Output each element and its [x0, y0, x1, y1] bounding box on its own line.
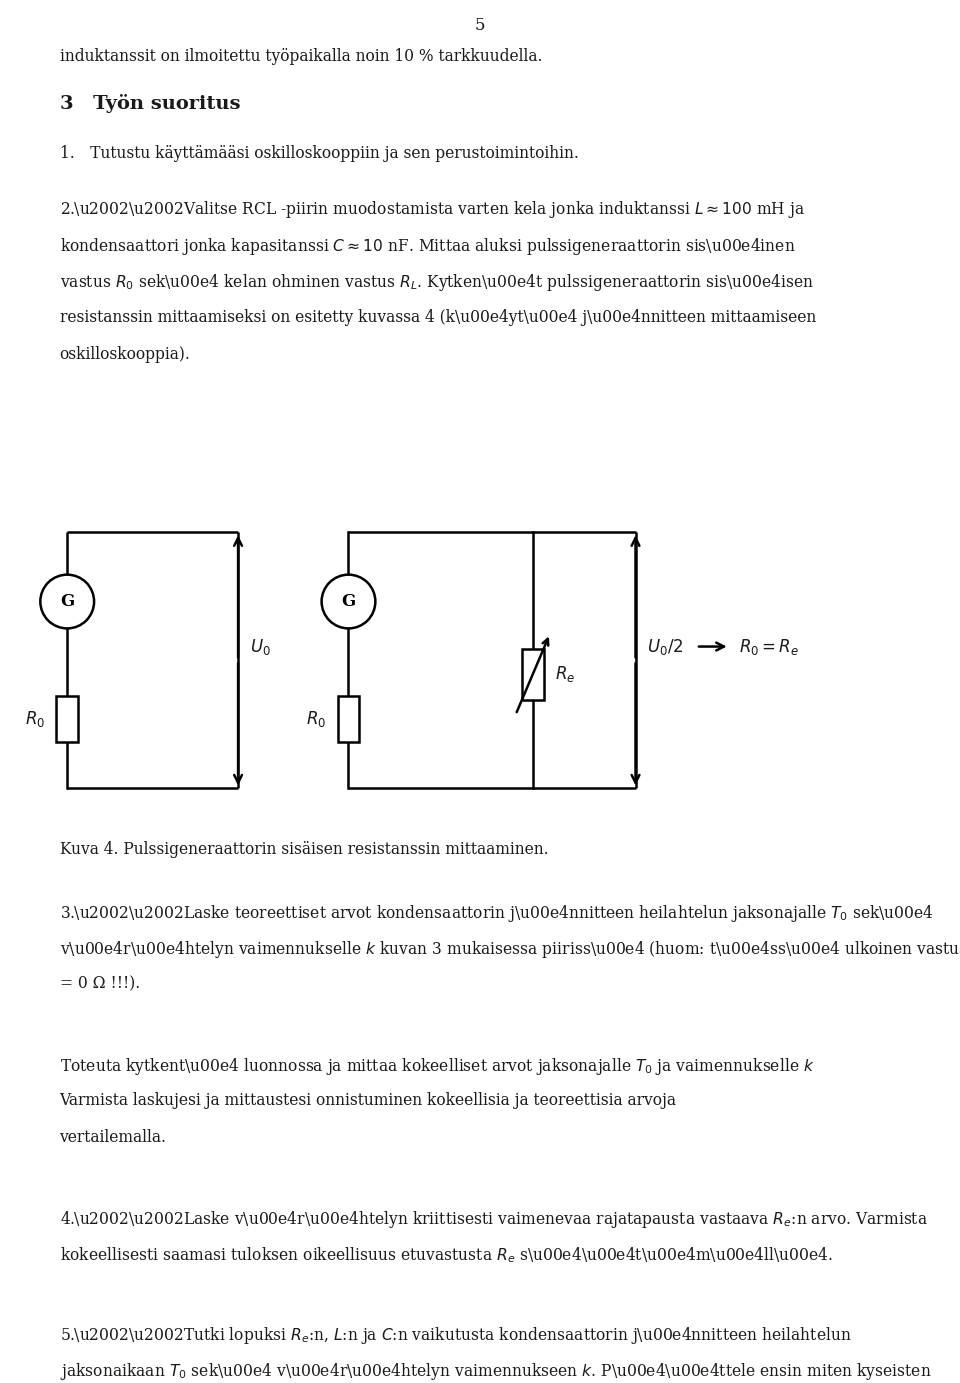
Text: oskilloskooppia).: oskilloskooppia). — [60, 346, 190, 362]
Text: $U_0$: $U_0$ — [250, 636, 271, 657]
Text: $U_0/2$: $U_0/2$ — [647, 636, 684, 657]
Text: Toteuta kytkent\u00e4 luonnossa ja mittaa kokeelliset arvot jaksonajalle $T_0$ j: Toteuta kytkent\u00e4 luonnossa ja mitta… — [60, 1055, 814, 1077]
Text: $R_0$: $R_0$ — [25, 709, 45, 729]
Text: $R_0$: $R_0$ — [306, 709, 326, 729]
Text: 4.\u2002\u2002Laske v\u00e4r\u00e4htelyn kriittisesti vaimenevaa rajatapausta va: 4.\u2002\u2002Laske v\u00e4r\u00e4htelyn… — [60, 1209, 927, 1229]
Text: Varmista laskujesi ja mittaustesi onnistuminen kokeellisia ja teoreettisia arvoj: Varmista laskujesi ja mittaustesi onnist… — [60, 1093, 677, 1109]
Text: 5: 5 — [475, 17, 485, 33]
Text: $R_0 = R_e$: $R_0 = R_e$ — [739, 636, 800, 657]
Text: G: G — [60, 593, 74, 610]
Text: G: G — [342, 593, 355, 610]
FancyBboxPatch shape — [57, 696, 78, 743]
Text: vertailemalla.: vertailemalla. — [60, 1129, 166, 1145]
Text: kondensaattori jonka kapasitanssi $C \approx 10$ nF. Mittaa aluksi pulssigeneraa: kondensaattori jonka kapasitanssi $C \ap… — [60, 235, 795, 257]
Text: kokeellisesti saamasi tuloksen oikeellisuus etuvastusta $R_e$ s\u00e4\u00e4t\u00: kokeellisesti saamasi tuloksen oikeellis… — [60, 1245, 832, 1264]
Text: Kuva 4. Pulssigeneraattorin sisäisen resistanssin mittaaminen.: Kuva 4. Pulssigeneraattorin sisäisen res… — [60, 841, 548, 857]
Text: 3  Työn suoritus: 3 Työn suoritus — [60, 94, 240, 113]
FancyBboxPatch shape — [522, 649, 543, 700]
Text: jaksonaikaan $T_0$ sek\u00e4 v\u00e4r\u00e4htelyn vaimennukseen $k$. P\u00e4\u00: jaksonaikaan $T_0$ sek\u00e4 v\u00e4r\u0… — [60, 1361, 931, 1383]
FancyBboxPatch shape — [338, 696, 359, 743]
Text: v\u00e4r\u00e4htelyn vaimennukselle $k$ kuvan 3 mukaisessa piiriss\u00e4 (huom: : v\u00e4r\u00e4htelyn vaimennukselle $k$ … — [60, 939, 960, 960]
Text: $R_e$: $R_e$ — [555, 664, 575, 685]
Text: vastus $R_0$ sek\u00e4 kelan ohminen vastus $R_L$. Kytken\u00e4t pulssigeneraatt: vastus $R_0$ sek\u00e4 kelan ohminen vas… — [60, 272, 813, 293]
Text: resistanssin mittaamiseksi on esitetty kuvassa 4 (k\u00e4yt\u00e4 j\u00e4nnittee: resistanssin mittaamiseksi on esitetty k… — [60, 310, 816, 326]
Text: 2.\u2002\u2002Valitse RCL -piirin muodostamista varten kela jonka induktanssi $L: 2.\u2002\u2002Valitse RCL -piirin muodos… — [60, 199, 804, 220]
Text: 5.\u2002\u2002Tutki lopuksi $R_e$:n, $L$:n ja $C$:n vaikutusta kondensaattorin j: 5.\u2002\u2002Tutki lopuksi $R_e$:n, $L$… — [60, 1325, 852, 1346]
Text: 1.  Tutustu käyttämääsi oskilloskooppiin ja sen perustoimintoihin.: 1. Tutustu käyttämääsi oskilloskooppiin … — [60, 145, 578, 162]
Ellipse shape — [322, 575, 375, 628]
Ellipse shape — [40, 575, 94, 628]
Text: induktanssit on ilmoitettu työpaikalla noin 10 % tarkkuudella.: induktanssit on ilmoitettu työpaikalla n… — [60, 48, 542, 65]
Text: = 0 Ω !!!).: = 0 Ω !!!). — [60, 976, 140, 993]
Text: 3.\u2002\u2002Laske teoreettiset arvot kondensaattorin j\u00e4nnitteen heilahtel: 3.\u2002\u2002Laske teoreettiset arvot k… — [60, 903, 933, 924]
